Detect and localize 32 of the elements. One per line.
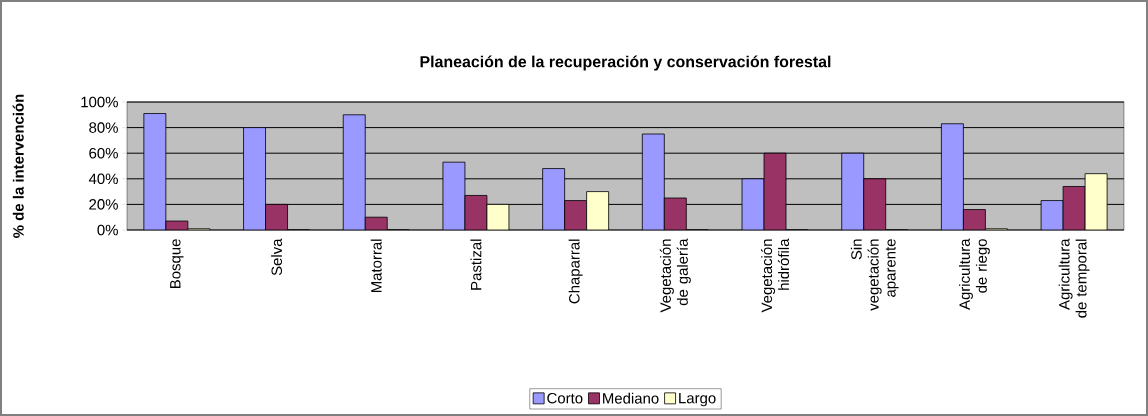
bar xyxy=(143,113,167,230)
y-tick-label: 60% xyxy=(89,147,118,159)
legend-label: Largo xyxy=(679,392,716,407)
bar xyxy=(863,178,887,230)
bar xyxy=(941,123,964,230)
legend-label: Corto xyxy=(547,392,583,404)
legend-label: Mediano xyxy=(603,392,659,404)
bar xyxy=(342,114,366,230)
y-tick-label: 20% xyxy=(89,199,118,210)
x-tick-label: Matorral xyxy=(370,239,382,293)
x-tick-label: Bosque xyxy=(170,239,184,288)
y-tick-label: 0% xyxy=(97,224,118,236)
x-tick-label: Sin vegetación aparente xyxy=(850,239,899,311)
x-tick-label: Agricultura de riego xyxy=(958,238,990,310)
x-tick-label: Vegetación de galería xyxy=(659,238,691,313)
x-tick-label: Pastizal xyxy=(470,239,482,290)
bar xyxy=(841,152,865,230)
bar xyxy=(641,133,665,230)
x-tick-label: Agricultura de temporal xyxy=(1058,238,1090,318)
bar xyxy=(243,127,266,230)
y-axis-title: % de la intervención xyxy=(12,94,24,238)
chart-title: Planeación de la recuperación y conservación forestal xyxy=(420,55,831,71)
y-tick-label: 80% xyxy=(89,122,118,133)
bar xyxy=(586,191,610,230)
y-tick-label: 100% xyxy=(81,96,118,108)
x-tick-label: Vegetación hidrófila xyxy=(760,238,790,313)
bar xyxy=(542,168,566,230)
bar xyxy=(564,200,588,230)
y-tick-label: 40% xyxy=(88,173,118,185)
bar xyxy=(265,204,288,230)
x-tick-label: Selva xyxy=(271,238,283,276)
x-tick-label: Chaparral xyxy=(568,239,583,304)
